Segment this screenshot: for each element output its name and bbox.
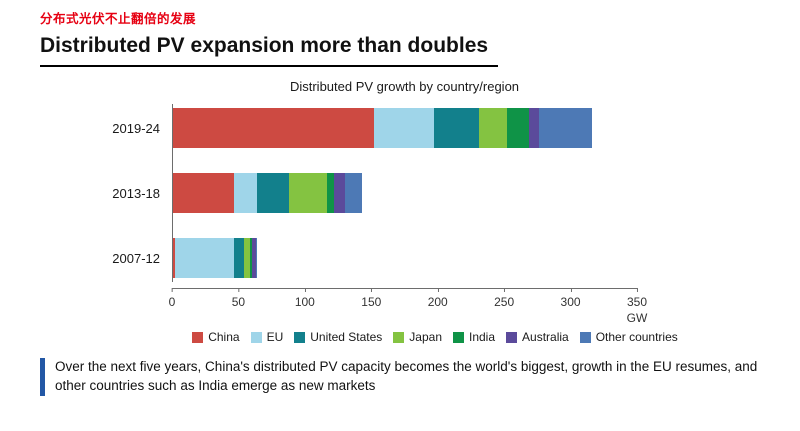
x-axis-unit: GW	[626, 311, 648, 325]
bar-track	[172, 238, 637, 278]
bar-segment-australia	[529, 108, 539, 148]
legend-swatch	[393, 331, 405, 343]
category-label: 2019-24	[112, 120, 160, 136]
bar-segment-india	[506, 108, 530, 148]
legend-swatch	[250, 331, 262, 343]
legend-label: Australia	[522, 330, 569, 344]
bar-segment-japan	[478, 108, 507, 148]
stacked-bar-chart: Distributed PV growth by country/region …	[0, 79, 800, 344]
callout-note-text: Over the next five years, China's distri…	[55, 359, 758, 393]
chart-legend: China EU United States Japan India Australia O…	[0, 330, 800, 344]
legend-label: United States	[310, 330, 383, 344]
legend-item: EU	[250, 330, 284, 344]
legend-item: United States	[294, 330, 382, 344]
chinese-subtitle: 分布式光伏不止翻倍的发展	[40, 12, 197, 26]
page-title: Distributed PV expansion more than doubl…	[40, 34, 499, 67]
chart-plot-area: 2019-24 2013-18 2007-12	[0, 104, 800, 282]
chart-row: 2007-12	[0, 238, 800, 278]
bar-segment-india	[327, 173, 335, 213]
x-tick-label: 50	[231, 288, 246, 309]
legend-swatch	[506, 331, 518, 343]
x-tick-label: 200	[427, 288, 448, 309]
bar-segment-united-states	[234, 238, 244, 278]
bar-segment-china	[172, 108, 374, 148]
legend-item: India	[453, 330, 495, 344]
y-axis-line	[172, 104, 173, 282]
x-tick-label: 150	[361, 288, 382, 309]
legend-label: Japan	[409, 330, 442, 344]
bar-segment-japan	[243, 238, 251, 278]
legend-item: Japan	[393, 330, 442, 344]
bar-segment-japan	[288, 173, 328, 213]
legend-swatch	[453, 331, 464, 343]
legend-label: India	[469, 330, 496, 344]
bar-segment-eu	[174, 238, 235, 278]
category-label: 2007-12	[112, 250, 160, 266]
legend-item: China	[192, 330, 240, 344]
bar-segment-eu	[234, 173, 258, 213]
chart-row: 2019-24	[0, 108, 800, 148]
x-tick-label: 100	[294, 288, 315, 309]
bar-segment-china	[172, 173, 235, 213]
legend-swatch	[192, 331, 204, 343]
x-tick-label: 0	[168, 288, 176, 309]
bar-segment-united-states	[433, 108, 479, 148]
x-axis: GW 0 50 100 150 200 250 300 350	[168, 288, 647, 328]
chart-title: Distributed PV growth by country/region	[289, 79, 520, 94]
legend-label: EU	[266, 330, 284, 344]
bar-segment-india	[250, 238, 252, 278]
bar-track	[172, 108, 637, 148]
bar-segment-other-countries	[344, 173, 362, 213]
callout-note: Over the next five years, China's distri…	[40, 358, 772, 396]
bar-segment-china	[172, 238, 175, 278]
bar-segment-other-countries	[538, 108, 592, 148]
legend-label: China	[208, 330, 240, 344]
bar-segment-australia	[251, 238, 256, 278]
x-tick-label: 250	[494, 288, 515, 309]
x-tick-label: 300	[560, 288, 581, 309]
category-label: 2013-18	[112, 185, 160, 201]
bar-segment-eu	[373, 108, 434, 148]
legend-swatch	[294, 331, 306, 343]
bar-track	[172, 173, 637, 213]
bar-segment-united-states	[257, 173, 289, 213]
x-tick-label: 350	[626, 288, 648, 309]
legend-item: Australia	[506, 330, 569, 344]
legend-item: Other countries	[579, 330, 678, 344]
legend-swatch	[579, 331, 591, 343]
bar-segment-australia	[334, 173, 345, 213]
bar-segment-other-countries	[255, 238, 258, 278]
legend-label: Other countries	[595, 330, 678, 344]
chart-row: 2013-18	[0, 173, 800, 213]
chart-rows: 2019-24 2013-18 2007-12	[0, 108, 800, 278]
